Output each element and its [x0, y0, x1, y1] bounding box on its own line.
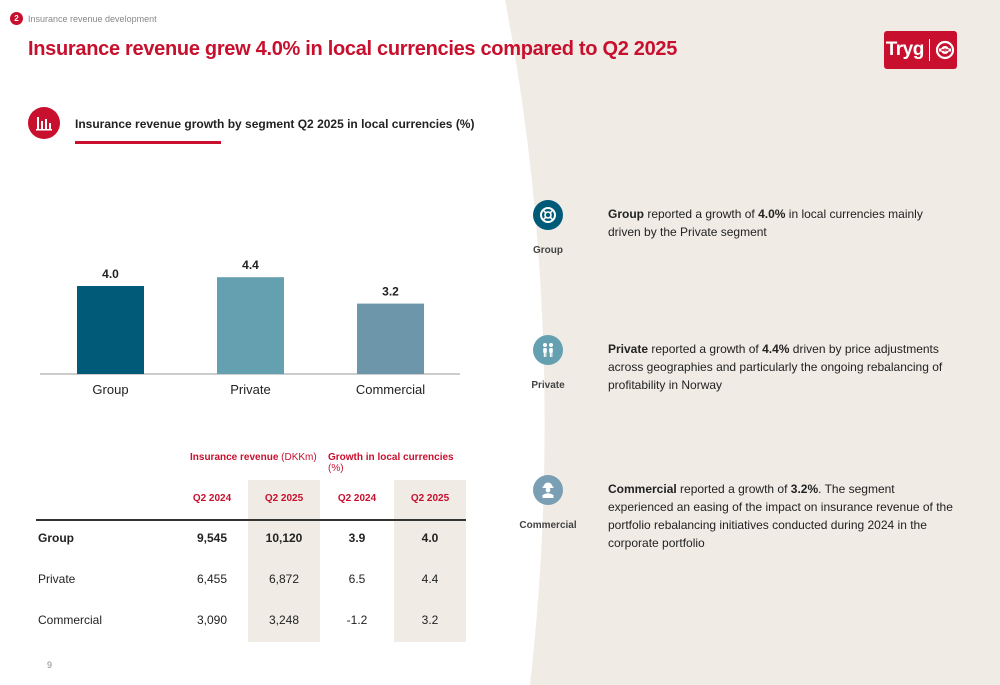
page-number: 9 [47, 660, 53, 670]
page-title: Insurance revenue grew 4.0% in local cur… [28, 38, 678, 60]
column-header: Q2 2025 [410, 493, 450, 504]
table-cell: 4.0 [421, 531, 439, 545]
bar-commercial [357, 303, 424, 374]
column-header: Q2 2025 [264, 493, 304, 504]
row-label: Private [38, 572, 76, 586]
table-cell: 6,872 [268, 572, 300, 586]
data-label: 4.4 [242, 258, 259, 272]
bar-group [77, 286, 144, 374]
segment-text-private: Private reported a growth of 4.4% driven… [608, 342, 943, 392]
column-shade [394, 480, 466, 642]
worker-icon [533, 475, 563, 505]
lifebuoy-icon [533, 200, 563, 230]
segment-label-private: Private [531, 380, 565, 391]
table-cell: 3.2 [421, 613, 439, 627]
chart-title: Insurance revenue growth by segment Q2 2… [75, 117, 475, 131]
column-shade [248, 480, 320, 642]
segment-label-commercial: Commercial [519, 520, 577, 531]
bar-chart-icon [28, 107, 60, 139]
row-label: Commercial [38, 613, 103, 627]
section-number-badge: 2 [10, 12, 23, 25]
table-row: Private 6,455 6,872 6.5 4.4 [28, 572, 471, 602]
column-header: Q2 2024 [192, 493, 232, 504]
table-cell: 9,545 [196, 531, 228, 545]
table-cell: 6,455 [196, 572, 228, 586]
segment-label-group: Group [533, 245, 563, 256]
table-group-header-revenue: Insurance revenue (DKKm) [190, 452, 317, 463]
table-cell: -1.2 [346, 613, 368, 627]
bar-private [217, 277, 284, 374]
chart-title-underline [75, 141, 221, 144]
table-cell: 10,120 [265, 531, 303, 545]
breadcrumb: 2 Insurance revenue development [10, 12, 157, 25]
table-row: Group 9,545 10,120 3.9 4.0 [28, 531, 471, 561]
table-cell: 3,090 [196, 613, 228, 627]
table-cell: 3,248 [268, 613, 300, 627]
table-header-rule [36, 519, 466, 521]
logo-text: Tryg [885, 39, 925, 60]
table-group-header-growth: Growth in local currencies (%) [328, 452, 454, 474]
data-label: 4.0 [102, 267, 119, 281]
data-label: 3.2 [382, 285, 399, 299]
table-cell: 4.4 [421, 572, 439, 586]
table-row: Commercial 3,090 3,248 -1.2 3.2 [28, 613, 471, 643]
row-label: Group [38, 531, 74, 545]
logo-mark-icon [936, 40, 955, 60]
segment-text-commercial: Commercial reported a growth of 3.2%. Th… [608, 482, 953, 550]
category-label: Group [92, 382, 128, 397]
breadcrumb-text: Insurance revenue development [28, 13, 157, 24]
revenue-table: Insurance revenue (DKKm) Growth in local… [28, 438, 471, 648]
table-cell: 6.5 [348, 572, 366, 586]
tryg-logo: Tryg [884, 31, 957, 69]
category-label: Commercial [356, 382, 425, 397]
column-header: Q2 2024 [337, 493, 377, 504]
category-label: Private [230, 382, 270, 397]
people-icon [533, 335, 563, 365]
segment-text-group: Group reported a growth of 4.0% in local… [608, 207, 923, 239]
bar-chart: 4.0 Group 4.4 Private 3.2 Commercial [40, 258, 460, 397]
table-cell: 3.9 [348, 531, 366, 545]
